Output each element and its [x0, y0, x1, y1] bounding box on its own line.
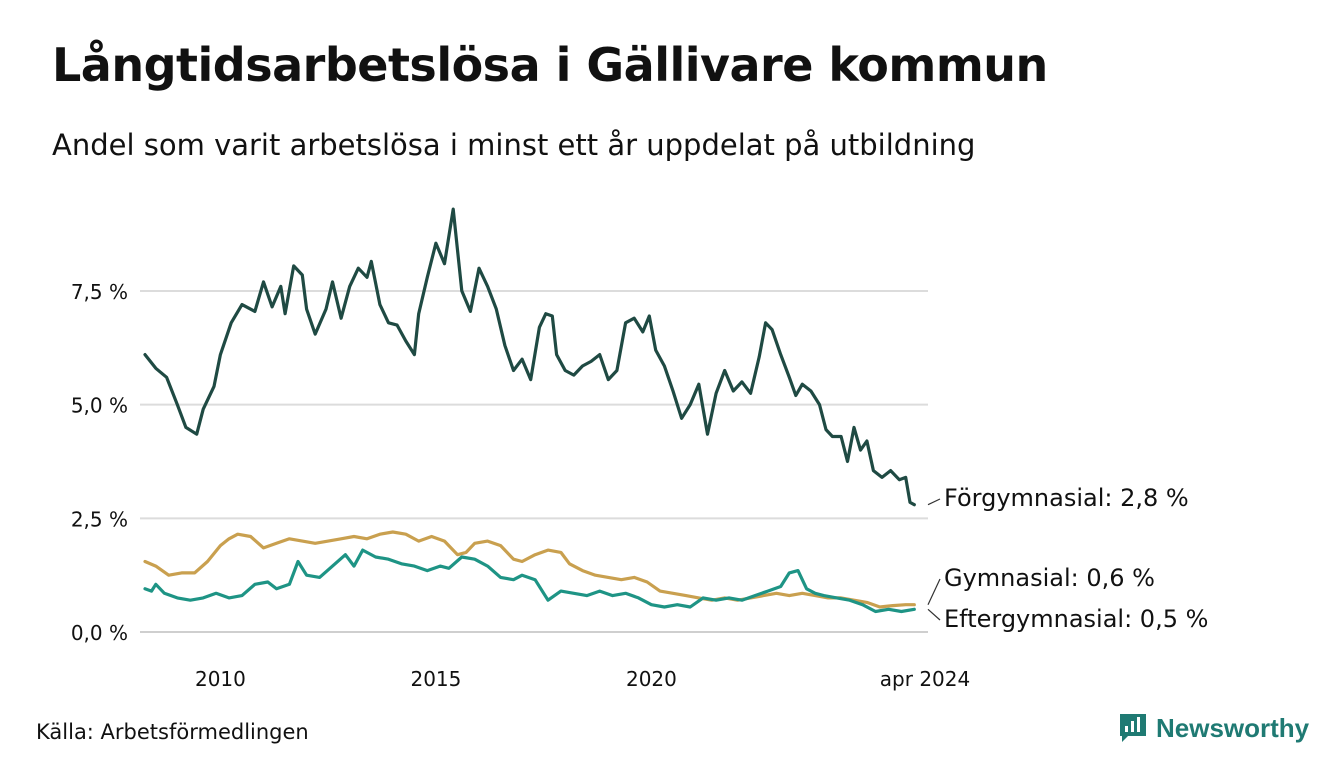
series-line-eftergymnasial — [143, 548, 916, 614]
y-tick-label: 0,0 % — [71, 621, 128, 645]
source-note: Källa: Arbetsförmedlingen — [36, 720, 309, 744]
end-label-leader — [927, 578, 941, 605]
x-tick-label: 2020 — [626, 667, 677, 691]
x-tick-label: apr 2024 — [880, 667, 970, 691]
line-chart: 0,0 % 2,5 % 5,0 % 7,5 % 2010 2015 2020 apr 202… — [71, 207, 1208, 691]
end-label: Eftergymnasial: 0,5 % — [944, 605, 1208, 633]
series-line-gymnasial — [143, 530, 916, 609]
chart-badge-icon — [1120, 714, 1146, 742]
y-tick-label: 5,0 % — [71, 394, 128, 418]
y-tick-label: 7,5 % — [71, 280, 128, 304]
newsworthy-logo: Newsworthy — [1118, 712, 1309, 744]
y-tick-label: 2,5 % — [71, 507, 128, 531]
chart-title: Långtidsarbetslösa i Gällivare kommun — [52, 38, 1048, 92]
x-tick-label: 2010 — [195, 667, 246, 691]
series-line-förgymnasial — [143, 207, 916, 507]
end-label-leader — [927, 498, 941, 506]
end-label: Gymnasial: 0,6 % — [944, 564, 1155, 592]
brand-name: Newsworthy — [1156, 712, 1310, 743]
x-tick-label: 2015 — [410, 667, 461, 691]
end-label-leader — [927, 608, 941, 621]
chart-subtitle: Andel som varit arbetslösa i minst ett å… — [52, 128, 976, 162]
end-label: Förgymnasial: 2,8 % — [944, 484, 1189, 512]
